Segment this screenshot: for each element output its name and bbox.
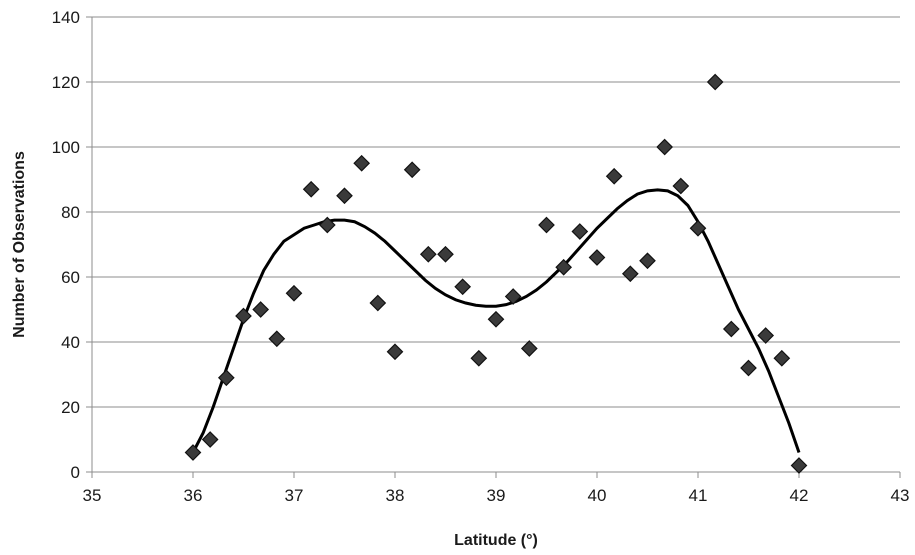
data-point [605, 167, 623, 185]
x-tick-label: 36 [184, 486, 203, 505]
data-point [588, 249, 606, 266]
x-tick-label: 41 [689, 486, 708, 505]
data-point [706, 73, 724, 91]
data-point [252, 301, 270, 318]
data-point [571, 223, 589, 240]
data-point [538, 216, 555, 234]
y-tick-label: 140 [52, 8, 80, 27]
data-point [555, 258, 573, 276]
data-point [201, 431, 219, 448]
data-point [656, 138, 674, 156]
data-point [740, 359, 757, 377]
data-point [454, 278, 472, 296]
gridlines [92, 16, 900, 408]
x-tick-labels: 35 36 37 38 39 40 41 42 43 [83, 486, 910, 505]
data-point [235, 307, 252, 325]
data-point [184, 444, 202, 461]
x-tick-label: 40 [588, 486, 607, 505]
y-tick-label: 120 [52, 73, 80, 92]
x-tick-label: 35 [83, 486, 102, 505]
data-point [722, 320, 740, 338]
data-point [773, 349, 791, 367]
data-point [318, 216, 336, 234]
data-point [504, 288, 522, 305]
data-points [184, 73, 808, 474]
data-point [369, 294, 387, 312]
x-tick-label: 38 [386, 486, 405, 505]
data-point [672, 177, 690, 195]
data-point [470, 349, 488, 367]
x-tick-label: 43 [891, 486, 910, 505]
y-tick-labels: 0 20 40 60 80 100 120 140 [52, 8, 80, 482]
data-point [790, 457, 808, 474]
y-tick-label: 40 [61, 333, 80, 352]
data-point [403, 161, 421, 179]
data-point [419, 245, 437, 263]
axes [86, 16, 901, 478]
data-point [437, 245, 454, 263]
y-tick-label: 20 [61, 398, 80, 417]
y-tick-label: 60 [61, 268, 80, 287]
data-point [336, 187, 353, 205]
data-point [386, 343, 404, 361]
data-point [268, 330, 286, 348]
x-tick-label: 39 [487, 486, 506, 505]
data-point [757, 327, 775, 344]
data-point [217, 369, 235, 387]
data-point [302, 180, 320, 198]
x-axis-title: Latitude (°) [454, 532, 538, 549]
x-tick-label: 42 [790, 486, 809, 505]
data-point [353, 154, 371, 172]
y-tick-label: 80 [61, 203, 80, 222]
x-tick-label: 37 [285, 486, 304, 505]
data-point [285, 284, 303, 302]
data-point [689, 219, 707, 237]
data-point [487, 310, 505, 328]
y-axis-title: Number of Observations [11, 151, 28, 338]
data-point [639, 252, 656, 270]
y-tick-label: 0 [71, 463, 80, 482]
y-tick-label: 100 [52, 138, 80, 157]
data-point [520, 340, 538, 357]
data-point [621, 265, 639, 283]
